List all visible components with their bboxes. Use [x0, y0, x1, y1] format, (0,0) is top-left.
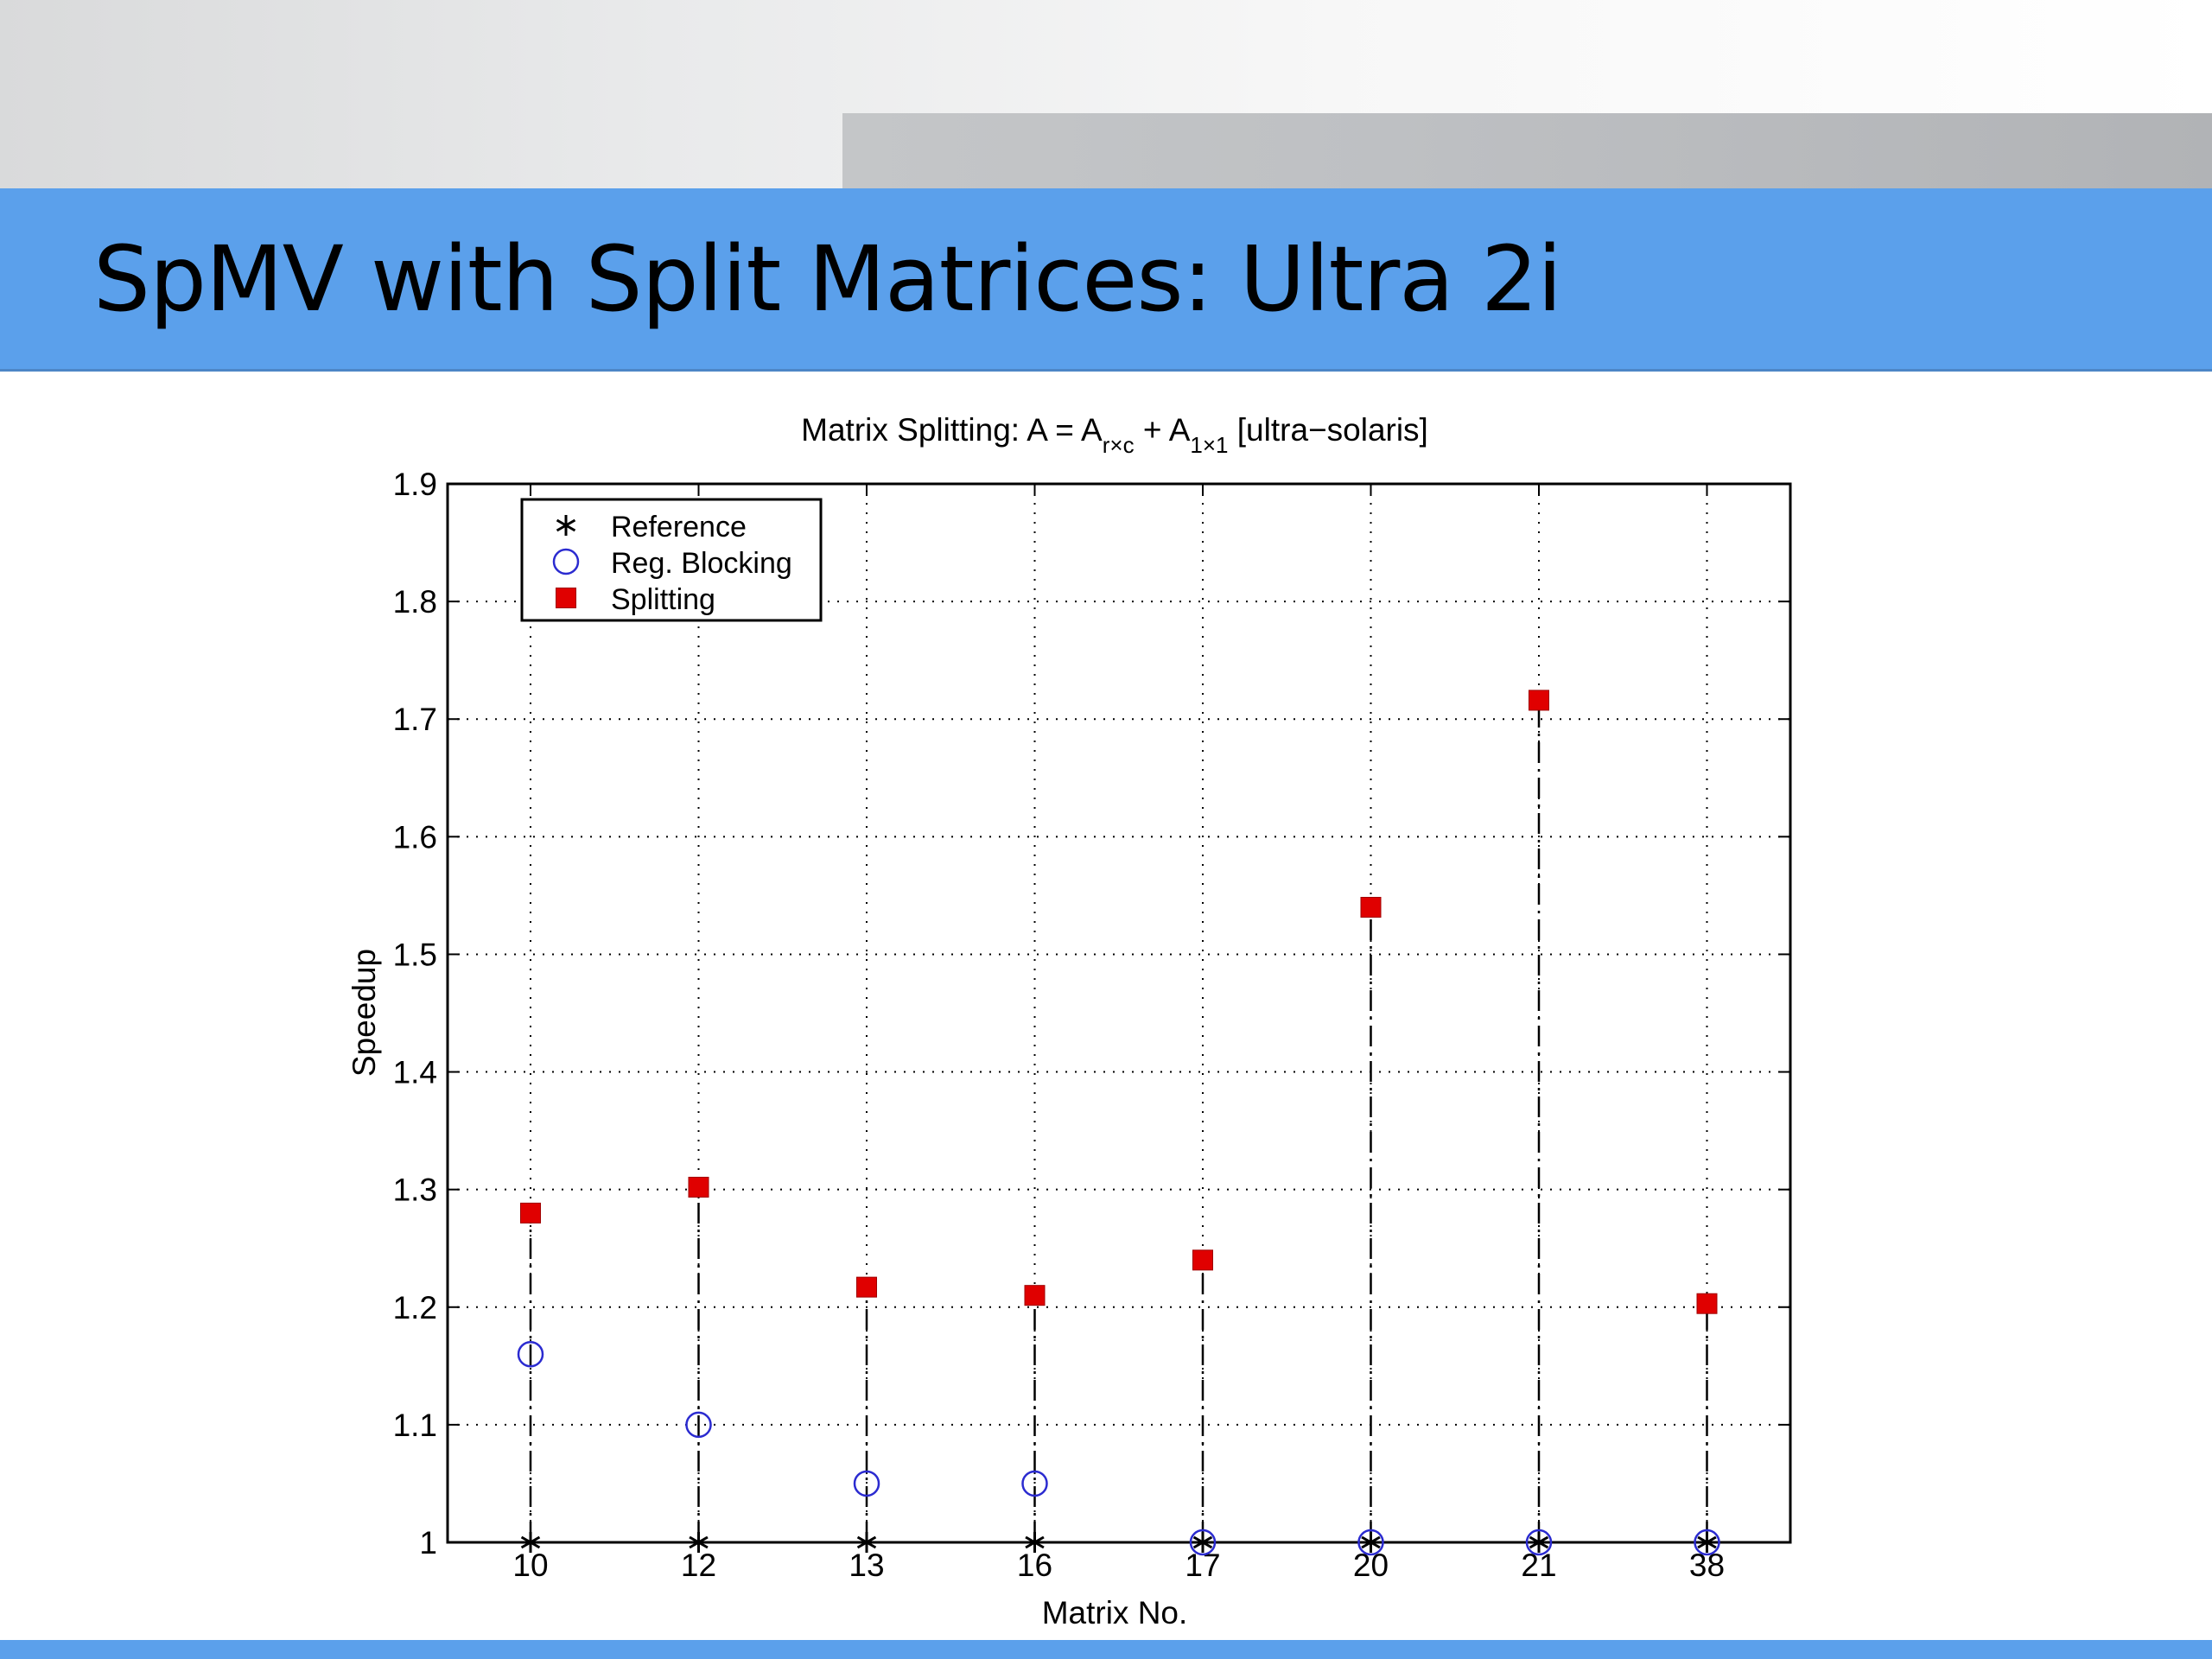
- x-tick-label: 20: [1353, 1548, 1389, 1583]
- x-tick-label: 16: [1017, 1548, 1052, 1583]
- footer-band: [0, 1640, 2212, 1659]
- marker-reference: [1529, 1532, 1549, 1553]
- marker-reference: [856, 1532, 877, 1553]
- y-tick-label: 1.1: [393, 1408, 437, 1443]
- stems: [529, 700, 1708, 1542]
- legend-marker-reg-blocking: [552, 548, 580, 575]
- marker-splitting: [1696, 1293, 1718, 1314]
- slide-title: SpMV with Split Matrices: Ultra 2i: [93, 226, 1562, 332]
- plot-frame: [446, 482, 1792, 1544]
- legend-label: Reference: [611, 511, 747, 543]
- marker-reg-blocking: [853, 1470, 880, 1497]
- marker-reference: [520, 1532, 541, 1553]
- chart-title: Matrix Splitting: A = Ar×c + A1×1 [ultra…: [801, 412, 1428, 458]
- data-markers: [517, 690, 1720, 1556]
- marker-reference: [1361, 1532, 1381, 1553]
- y-tick-label: 1.3: [393, 1173, 437, 1208]
- marker-splitting: [1360, 897, 1382, 918]
- marker-reg-blocking: [517, 1340, 544, 1368]
- marker-reg-blocking: [1021, 1470, 1048, 1497]
- marker-splitting: [856, 1276, 877, 1298]
- marker-reference: [1697, 1532, 1717, 1553]
- y-tick-label: 1.2: [393, 1290, 437, 1325]
- y-tick-label: 1.8: [393, 584, 437, 620]
- legend-marker-reference: [556, 515, 576, 536]
- grid: [448, 484, 1790, 1542]
- axis-ticks: 1 1.1 1.2 1.3 1.4 1.5 1.6 1.7 1.8 1.9 10 12 13 16 17 20…: [393, 467, 1790, 1583]
- legend-label: Reg. Blocking: [611, 547, 792, 580]
- marker-splitting: [1529, 690, 1549, 711]
- marker-splitting: [688, 1176, 709, 1198]
- title-band: [0, 188, 2212, 372]
- marker-reg-blocking: [1357, 1529, 1384, 1556]
- header-gray-bar: [842, 113, 2212, 188]
- y-tick-label: 1.4: [393, 1055, 437, 1090]
- marker-reg-blocking: [1525, 1529, 1553, 1556]
- legend-label: Splitting: [611, 583, 715, 616]
- chart: Matrix Splitting: A = Ar×c + A1×1 [ultra…: [346, 412, 1792, 1630]
- legend-marker-splitting: [556, 588, 576, 608]
- x-axis-label: Matrix No.: [1042, 1595, 1188, 1630]
- x-tick-label: 17: [1185, 1548, 1220, 1583]
- x-tick-label: 21: [1521, 1548, 1556, 1583]
- marker-reference: [1192, 1532, 1213, 1553]
- marker-splitting: [1192, 1249, 1213, 1271]
- marker-splitting: [520, 1202, 541, 1224]
- x-tick-label: 12: [681, 1548, 716, 1583]
- marker-reg-blocking: [1189, 1529, 1217, 1556]
- marker-reference: [689, 1532, 709, 1553]
- marker-reg-blocking: [1694, 1529, 1720, 1556]
- marker-reference: [1025, 1532, 1045, 1553]
- y-axis-label: Speedup: [346, 949, 382, 1077]
- y-tick-label: 1.9: [393, 467, 437, 502]
- marker-splitting: [1024, 1285, 1046, 1306]
- y-tick-label: 1.6: [393, 819, 437, 855]
- y-tick-label: 1.5: [393, 937, 437, 972]
- x-tick-label: 38: [1689, 1548, 1725, 1583]
- x-tick-label: 13: [849, 1548, 884, 1583]
- marker-reg-blocking: [685, 1411, 712, 1439]
- y-tick-label: 1: [419, 1525, 437, 1560]
- y-tick-label: 1.7: [393, 702, 437, 737]
- x-tick-label: 10: [512, 1548, 548, 1583]
